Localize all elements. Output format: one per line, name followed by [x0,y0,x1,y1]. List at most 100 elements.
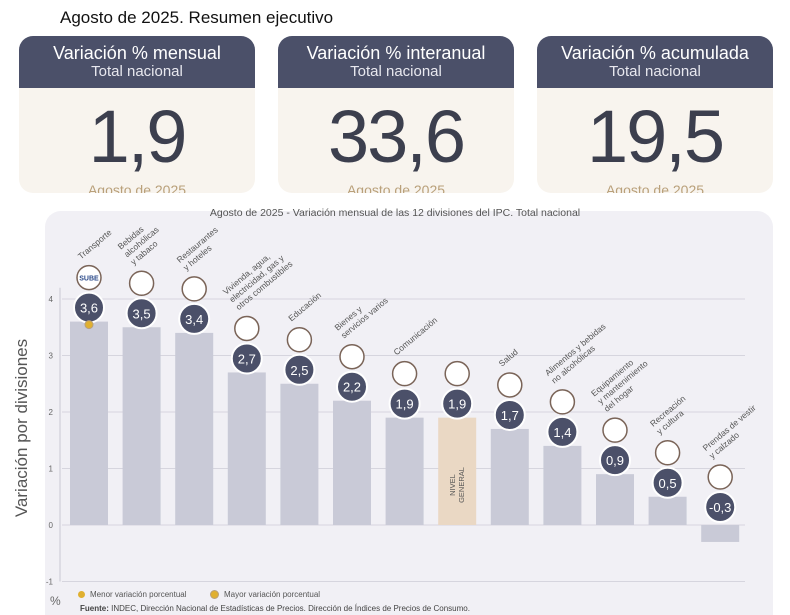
value-badge [704,491,737,523]
value-badge [283,353,316,386]
phone-icon [391,360,418,387]
medical-cross-icon [497,372,523,398]
value-badge [651,466,684,499]
x-tick-label-line: Educación [286,290,323,323]
book-icon [286,327,313,353]
card-subtitle: Total nacional [350,63,442,80]
x-tick-label: Transporte [76,227,114,261]
value-badge [178,302,211,335]
card-accumulated: Variación % acumulada Total nacional 19,… [537,36,773,193]
card-header: Variación % mensual Total nacional [19,36,255,88]
bus-icon [76,264,102,291]
card-monthly: Variación % mensual Total nacional 1,9 A… [19,36,255,193]
x-tick-label-line: Alimentos y bebidas [543,321,608,378]
data-label: 3,6 [80,301,98,316]
min-marker-icon [78,591,85,599]
y-tick-label: 2 [49,408,54,417]
data-label: 3,4 [185,312,203,327]
bar [385,417,424,525]
card-value: 33,6 [327,95,466,178]
comb-icon [339,343,365,370]
max-marker-icon [210,590,219,600]
bar [333,400,371,525]
percent-sign: % [50,594,61,608]
max-marker [84,320,94,330]
x-tick-label: Vivienda, agua,electricidad, gas yotros … [221,251,295,312]
bar [701,525,740,542]
y-tick-label: 4 [49,295,54,304]
tshirt-icon [707,464,733,490]
card-header: Variación % acumulada Total nacional [537,36,773,88]
page-title: Agosto de 2025. Resumen ejecutivo [60,8,334,27]
data-label: -0,3 [709,500,731,515]
bar [596,474,634,525]
data-label: 2,5 [290,363,308,378]
card-yearly: Variación % interanual Total nacional 33… [278,36,514,193]
card-period: Agosto de 2025 [605,182,705,193]
source-note: Fuente: INDEC, Dirección Nacional de Est… [80,604,470,613]
y-tick-label: 3 [49,352,54,361]
value-badge [336,370,368,403]
x-tick-label-line: Transporte [76,227,114,261]
data-label: 1,7 [501,408,519,423]
beach-umbrella-icon [654,440,681,466]
in-bar-label-line: GENERAL [457,467,466,503]
data-label: 2,7 [238,351,256,366]
in-bar-label: NIVEL GENERAL [448,467,466,503]
bar [438,417,477,525]
data-label: 3,5 [133,306,151,321]
legend-max: Mayor variación porcentual [210,590,321,600]
card-subtitle: Total nacional [609,63,701,80]
y-tick-label: -1 [46,578,54,587]
legend-min: Menor variación porcentual [78,590,187,599]
card-period: Agosto de 2025 [87,182,187,193]
chart-title-date: Agosto de 2025 [209,207,284,219]
data-label: 2,2 [343,380,361,395]
value-badge [441,387,474,420]
bar [175,332,214,525]
source-label: Fuente: [80,604,109,613]
food-icon [549,389,576,415]
x-tick-label-line: Salud [497,347,520,369]
data-label: 1,9 [396,397,414,412]
source-text: INDEC, Dirección Nacional de Estadística… [108,604,470,613]
chart-title: Agosto de 2025 - Variación mensual de la… [0,207,790,219]
sube-label: SUBE [79,276,99,283]
value-badge [493,398,526,431]
card-value: 19,5 [586,95,725,178]
x-tick-label: Salud [497,347,520,369]
card-title: Variación % interanual [306,43,486,63]
y-tick-label: 1 [49,465,54,474]
air-conditioner-icon [602,417,628,443]
legend-min-label: Menor variación porcentual [90,590,187,599]
value-badge [230,342,263,375]
value-badge [546,415,579,448]
in-bar-label-line: NIVEL [448,474,457,496]
value-badge [125,297,158,330]
bar [227,372,266,525]
card-title: Variación % acumulada [561,43,749,63]
bar [70,321,108,525]
house-icon [234,315,260,342]
x-tick-label-line: Comunicación [391,315,439,357]
bar [648,496,687,525]
bottle-icon [128,270,155,296]
data-label: 0,5 [659,476,677,491]
x-tick-label: Educación [286,290,323,323]
cutlery-icon [181,276,207,302]
bar [122,327,161,525]
basket-icon [444,360,470,387]
x-tick-label: Comunicación [391,315,439,357]
value-badge [388,387,421,420]
legend-max-label: Mayor variación porcentual [224,590,321,599]
card-header: Variación % interanual Total nacional [278,36,514,88]
card-subtitle: Total nacional [91,63,183,80]
